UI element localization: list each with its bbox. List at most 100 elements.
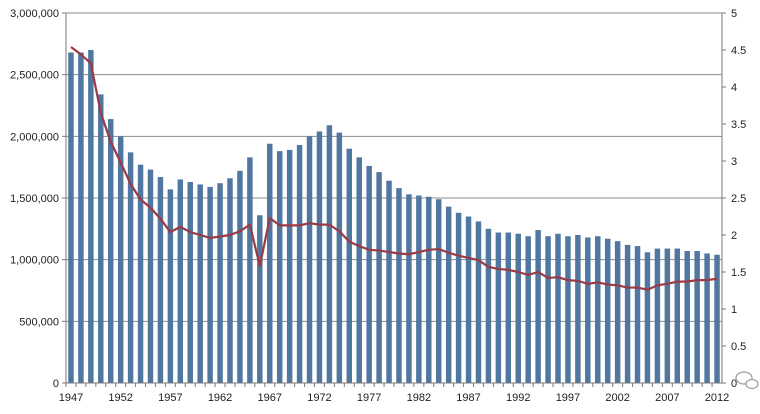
x-tick-label: 1987 <box>456 392 480 404</box>
bar <box>674 248 681 383</box>
left-tick-label: 1,500,000 <box>10 193 59 205</box>
bar <box>276 151 283 383</box>
left-axis-ticks: 0 500,000 1,000,000 1,500,000 2,000,000 2,500… <box>10 8 66 390</box>
bar <box>406 194 412 383</box>
right-tick-label: 2.5 <box>731 193 746 205</box>
x-tick-label: 1957 <box>158 392 182 404</box>
bar <box>227 178 233 383</box>
bar <box>644 252 651 383</box>
bar <box>614 241 621 383</box>
bar <box>386 180 392 383</box>
bar <box>505 232 512 383</box>
bar <box>565 236 571 383</box>
bar-series <box>68 50 720 384</box>
x-tick-label: 1962 <box>208 392 232 404</box>
bar <box>267 143 273 383</box>
bar <box>465 216 472 383</box>
bar <box>664 248 671 383</box>
bar <box>127 152 134 383</box>
bar <box>535 230 541 383</box>
bar <box>714 254 720 383</box>
bar <box>88 50 94 383</box>
bar <box>376 172 382 383</box>
bar <box>416 195 422 383</box>
bar <box>306 136 313 383</box>
bar <box>624 244 631 383</box>
left-tick-label: 500,000 <box>19 316 59 328</box>
bar <box>396 188 402 383</box>
bar <box>575 235 581 383</box>
bar <box>78 52 84 383</box>
right-tick-label: 5 <box>731 8 737 20</box>
bar <box>326 125 333 383</box>
bar <box>475 221 482 383</box>
bar <box>247 157 253 383</box>
line-series-path <box>70 46 718 291</box>
bar <box>525 236 531 383</box>
x-axis-ticks: 1947 1952 1957 1962 1967 1972 1977 1982 1987 1992… <box>59 383 729 404</box>
x-tick-label: 1972 <box>307 392 331 404</box>
bar <box>495 232 502 383</box>
right-tick-label: 0.5 <box>731 341 746 353</box>
bar <box>217 183 223 383</box>
bar <box>704 253 710 383</box>
bar <box>634 246 641 383</box>
x-tick-label: 1967 <box>258 392 282 404</box>
bar <box>257 215 263 383</box>
right-tick-label: 0 <box>731 378 737 390</box>
x-tick-label: 2012 <box>705 392 729 404</box>
bar <box>684 251 690 383</box>
bar <box>68 52 74 383</box>
bar <box>147 169 154 383</box>
left-tick-label: 3,000,000 <box>10 8 59 20</box>
bar <box>286 149 293 383</box>
bar <box>107 119 114 383</box>
x-tick-label: 2002 <box>605 392 629 404</box>
bar <box>336 132 343 383</box>
bar <box>545 236 551 383</box>
bar <box>654 248 661 383</box>
wechat-icon <box>735 371 759 390</box>
bar <box>187 181 193 383</box>
line-series <box>70 46 718 291</box>
bar <box>356 157 362 383</box>
bar <box>595 236 601 383</box>
right-tick-label: 1 <box>731 304 737 316</box>
right-tick-label: 4 <box>731 82 737 94</box>
bar <box>346 148 353 383</box>
x-tick-label: 1982 <box>407 392 431 404</box>
right-tick-label: 4.5 <box>731 45 746 57</box>
bar <box>515 233 521 383</box>
bar <box>694 251 700 383</box>
bar <box>117 136 124 383</box>
bar <box>316 131 323 383</box>
x-tick-label: 1997 <box>556 392 580 404</box>
bar <box>366 165 372 383</box>
right-tick-label: 3 <box>731 156 737 168</box>
left-tick-label: 2,000,000 <box>10 131 59 143</box>
bar <box>157 177 164 383</box>
bar <box>585 237 591 383</box>
bar <box>167 189 174 383</box>
right-tick-label: 3.5 <box>731 119 746 131</box>
bar <box>604 238 611 383</box>
x-tick-label: 1977 <box>357 392 381 404</box>
bar <box>207 186 213 383</box>
right-tick-label: 2 <box>731 230 737 242</box>
bar <box>237 170 243 383</box>
bar <box>455 212 462 383</box>
right-tick-label: 1.5 <box>731 267 746 279</box>
bar <box>435 199 442 383</box>
bar <box>296 144 303 383</box>
gridlines <box>66 12 722 322</box>
x-tick-label: 2007 <box>655 392 679 404</box>
bar <box>445 206 452 383</box>
bar <box>137 164 144 383</box>
left-tick-label: 2,500,000 <box>10 70 59 82</box>
bar <box>485 228 492 383</box>
bar <box>426 196 432 383</box>
bar <box>177 179 184 383</box>
left-tick-label: 1,000,000 <box>10 255 59 267</box>
